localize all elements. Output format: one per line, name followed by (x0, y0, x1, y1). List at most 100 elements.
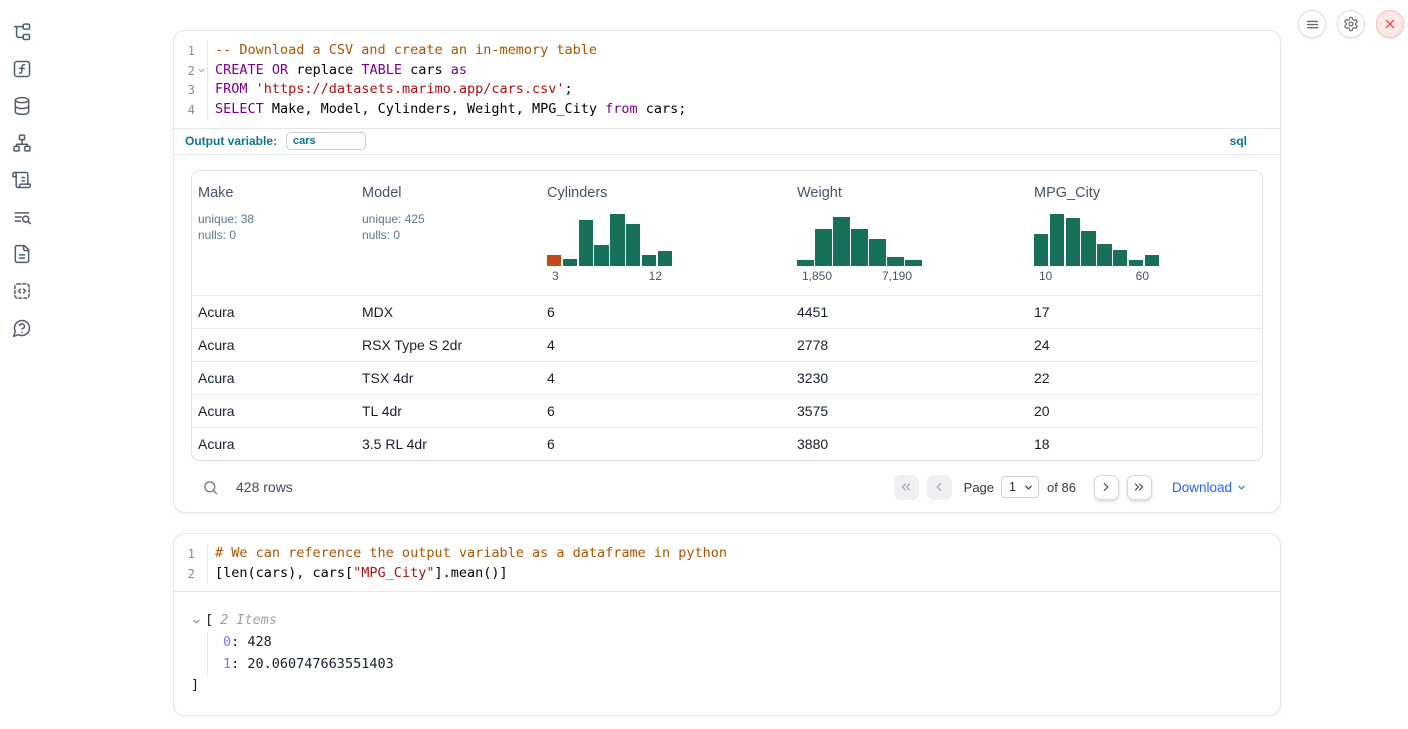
file-tree-icon[interactable] (11, 21, 33, 43)
fold-slot (195, 564, 207, 584)
column-header-make[interactable]: Makeunique: 38nulls: 0 (192, 185, 356, 283)
histogram-bar[interactable] (1129, 260, 1143, 266)
table-cell: 3.5 RL 4dr (356, 436, 541, 452)
database-icon[interactable] (11, 95, 33, 117)
column-header-weight[interactable]: Weight1,8507,190 (791, 185, 1028, 283)
output-list-header[interactable]: [ 2 Items (191, 610, 1264, 632)
sql-output-region: Makeunique: 38nulls: 0Modelunique: 425nu… (174, 155, 1280, 512)
histogram-bar[interactable] (1081, 231, 1095, 266)
code-line[interactable]: 2CREATE OR replace TABLE cars as (174, 61, 1280, 81)
item-value: 20.060747663551403 (247, 656, 393, 672)
close-button[interactable] (1376, 10, 1404, 38)
histogram-bar[interactable] (563, 259, 577, 266)
help-icon[interactable] (11, 317, 33, 339)
histogram-bar[interactable] (658, 251, 672, 266)
first-page-button[interactable] (894, 475, 919, 500)
histogram-bar[interactable] (1113, 250, 1127, 266)
line-number: 4 (174, 100, 195, 120)
next-page-button[interactable] (1094, 475, 1119, 500)
column-name: Model (362, 185, 533, 201)
table-cell: 2778 (791, 337, 1028, 353)
sidebar (0, 0, 44, 729)
table-cell: Acura (192, 370, 356, 386)
histogram-bar[interactable] (851, 229, 868, 266)
line-number: 1 (174, 41, 195, 61)
histogram-cylinders[interactable]: 312 (547, 214, 672, 283)
histogram-bar[interactable] (833, 217, 850, 266)
python-code-editor[interactable]: 1# We can reference the output variable … (174, 534, 1280, 591)
histogram-bar[interactable] (815, 229, 832, 266)
code-line[interactable]: 2[len(cars), cars["MPG_City"].mean()] (174, 564, 1280, 584)
last-page-button[interactable] (1127, 475, 1152, 500)
table-row[interactable]: AcuraTSX 4dr4323022 (192, 361, 1262, 394)
table-row[interactable]: AcuraMDX6445117 (192, 295, 1262, 328)
previous-page-button[interactable] (927, 475, 952, 500)
close-bracket: ] (191, 675, 1264, 697)
collapse-chevron-icon[interactable] (191, 616, 202, 627)
table-row[interactable]: AcuraTL 4dr6357520 (192, 394, 1262, 427)
column-header-model[interactable]: Modelunique: 425nulls: 0 (356, 185, 541, 283)
histogram-mpg_city[interactable]: 1060 (1034, 214, 1159, 283)
gear-icon (1343, 16, 1359, 32)
table-cell: 4451 (791, 304, 1028, 320)
output-list-body: 0: 4281: 20.060747663551403 (207, 632, 1264, 675)
code-text: FROM 'https://datasets.marimo.app/cars.c… (207, 80, 573, 100)
code-line[interactable]: 4SELECT Make, Model, Cylinders, Weight, … (174, 100, 1280, 120)
table-cell: TSX 4dr (356, 370, 541, 386)
histogram-bar[interactable] (797, 260, 814, 266)
table-cell: Acura (192, 337, 356, 353)
function-icon[interactable] (11, 58, 33, 80)
histogram-bar[interactable] (869, 239, 886, 266)
chevrons-left-icon (899, 480, 913, 494)
column-header-cylinders[interactable]: Cylinders 312 (541, 185, 791, 283)
histogram-bar[interactable] (610, 214, 624, 266)
chevron-down-icon (1023, 482, 1034, 493)
histogram-bar[interactable] (642, 255, 656, 266)
histogram-bar[interactable] (905, 260, 922, 266)
histogram-bar[interactable] (1145, 255, 1159, 266)
search-icon[interactable] (199, 476, 221, 498)
code-line[interactable]: 1-- Download a CSV and create an in-memo… (174, 41, 1280, 61)
table-row[interactable]: AcuraRSX Type S 2dr4277824 (192, 328, 1262, 361)
fold-slot (195, 100, 207, 120)
column-stat: unique: 425 (362, 211, 533, 227)
output-variable-input[interactable] (286, 132, 366, 150)
topbar (1298, 10, 1404, 38)
code-line[interactable]: 3FROM 'https://datasets.marimo.app/cars.… (174, 80, 1280, 100)
document-icon[interactable] (11, 243, 33, 265)
histogram-weight[interactable]: 1,8507,190 (797, 214, 922, 283)
menu-button[interactable] (1298, 10, 1326, 38)
fold-chevron-icon[interactable] (195, 61, 207, 81)
sql-code-editor[interactable]: 1-- Download a CSV and create an in-memo… (174, 31, 1280, 128)
code-line[interactable]: 1# We can reference the output variable … (174, 544, 1280, 564)
scroll-icon[interactable] (11, 169, 33, 191)
histogram-bar[interactable] (1066, 218, 1080, 266)
open-bracket: [ (205, 610, 213, 632)
histogram-bar[interactable] (1097, 244, 1111, 266)
table-cell: 3230 (791, 370, 1028, 386)
language-badge: sql (1230, 134, 1247, 148)
notebook: 1-- Download a CSV and create an in-memo… (173, 0, 1281, 716)
histogram-max-label: 60 (1136, 269, 1149, 283)
table-body: AcuraMDX6445117AcuraRSX Type S 2dr427782… (192, 295, 1262, 460)
column-name: Cylinders (547, 185, 783, 201)
page-select[interactable]: 1 (1001, 476, 1039, 498)
histogram-bar[interactable] (579, 220, 593, 266)
download-button[interactable]: Download (1172, 480, 1247, 495)
row-count: 428 rows (236, 479, 293, 495)
column-header-mpg_city[interactable]: MPG_City1060 (1028, 185, 1262, 283)
settings-button[interactable] (1337, 10, 1365, 38)
histogram-bar[interactable] (1050, 214, 1064, 266)
column-stat: unique: 38 (198, 211, 348, 227)
histogram-bar[interactable] (626, 224, 640, 266)
item-value: 428 (247, 634, 271, 650)
table-row[interactable]: Acura3.5 RL 4dr6388018 (192, 427, 1262, 460)
histogram-bar[interactable] (887, 257, 904, 266)
table-cell: 6 (541, 304, 791, 320)
histogram-bar[interactable] (594, 245, 608, 266)
histogram-bar[interactable] (547, 255, 561, 266)
histogram-bar[interactable] (1034, 234, 1048, 266)
dependency-graph-icon[interactable] (11, 132, 33, 154)
logs-search-icon[interactable] (11, 206, 33, 228)
snippets-icon[interactable] (11, 280, 33, 302)
